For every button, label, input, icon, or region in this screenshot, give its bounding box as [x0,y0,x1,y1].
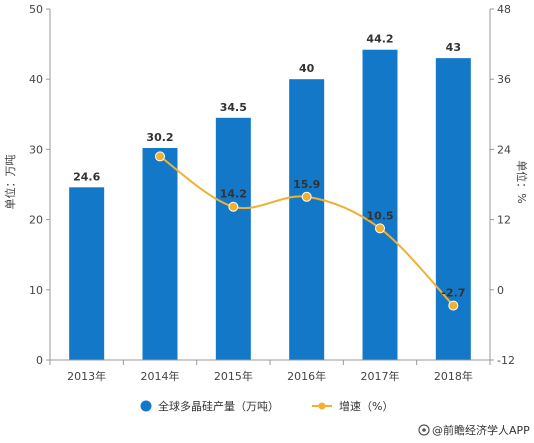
legend-bar-marker [140,400,152,412]
legend: 全球多晶硅产量（万吨） 增速（%） [140,399,393,413]
line-series: 14.2 15.9 10.5 -2.7 [155,151,465,311]
bar-series: 24.6 30.2 34.5 40 44.2 43 [69,33,471,360]
x-tick-label: 2018年 [434,369,473,383]
right-tick-label: 0 [497,284,504,297]
growth-point [228,201,239,212]
growth-point [375,223,385,234]
bar [435,58,471,360]
legend-line-dot [318,402,326,410]
camera-lens [422,428,426,432]
right-tick-label: 24 [497,143,511,156]
x-axis: 2013年 2014年 2015年 2016年 2017年 2018年 [49,359,491,383]
left-tick-label: 50 [29,3,43,16]
right-tick-label: 12 [497,214,511,227]
left-tick-label: 30 [29,143,43,156]
x-tick-label: 2013年 [67,369,106,383]
bar [289,79,325,360]
growth-value-label: -2.7 [441,287,465,300]
bar-value-label: 30.2 [146,131,173,144]
left-tick-label: 10 [29,284,43,297]
growth-point [448,300,459,311]
left-tick-label: 20 [29,214,43,227]
right-tick-label: 48 [497,3,511,16]
bar-value-label: 44.2 [366,33,393,46]
x-tick-label: 2014年 [141,369,180,383]
growth-value-label: 14.2 [220,188,247,201]
bar [142,147,178,360]
legend-bar-label: 全球多晶硅产量（万吨） [158,399,279,413]
camera-icon [418,424,430,436]
bar [215,117,251,360]
bar-value-label: 34.5 [220,101,247,114]
bar-value-label: 24.6 [73,170,100,183]
left-tick-label: 40 [29,73,43,86]
bar-value-label: 43 [446,41,461,54]
right-tick-label: 36 [497,73,511,86]
bar [362,49,398,360]
x-tick-label: 2015年 [214,369,253,383]
x-tick-label: 2016年 [287,369,326,383]
bar [69,187,105,360]
bar-value-label: 40 [299,62,315,75]
right-tick-label: -12 [497,354,515,367]
growth-point [301,191,312,202]
growth-value-label: 10.5 [366,209,393,222]
growth-value-label: 15.9 [293,178,320,191]
left-y-axis: 0 10 20 30 40 50 [29,3,51,367]
source-text: @前瞻经济学人APP [432,423,530,437]
x-tick-label: 2017年 [361,369,400,383]
right-y-axis: -12 0 12 24 36 48 [489,3,515,367]
left-tick-label: 0 [36,354,43,367]
left-axis-title: 单位：万吨 [3,155,17,210]
right-axis-title: 单位：% [515,160,529,203]
source-credit: @前瞻经济学人APP [418,423,530,437]
legend-line-label: 增速（%） [339,399,393,413]
growth-point [155,151,165,162]
